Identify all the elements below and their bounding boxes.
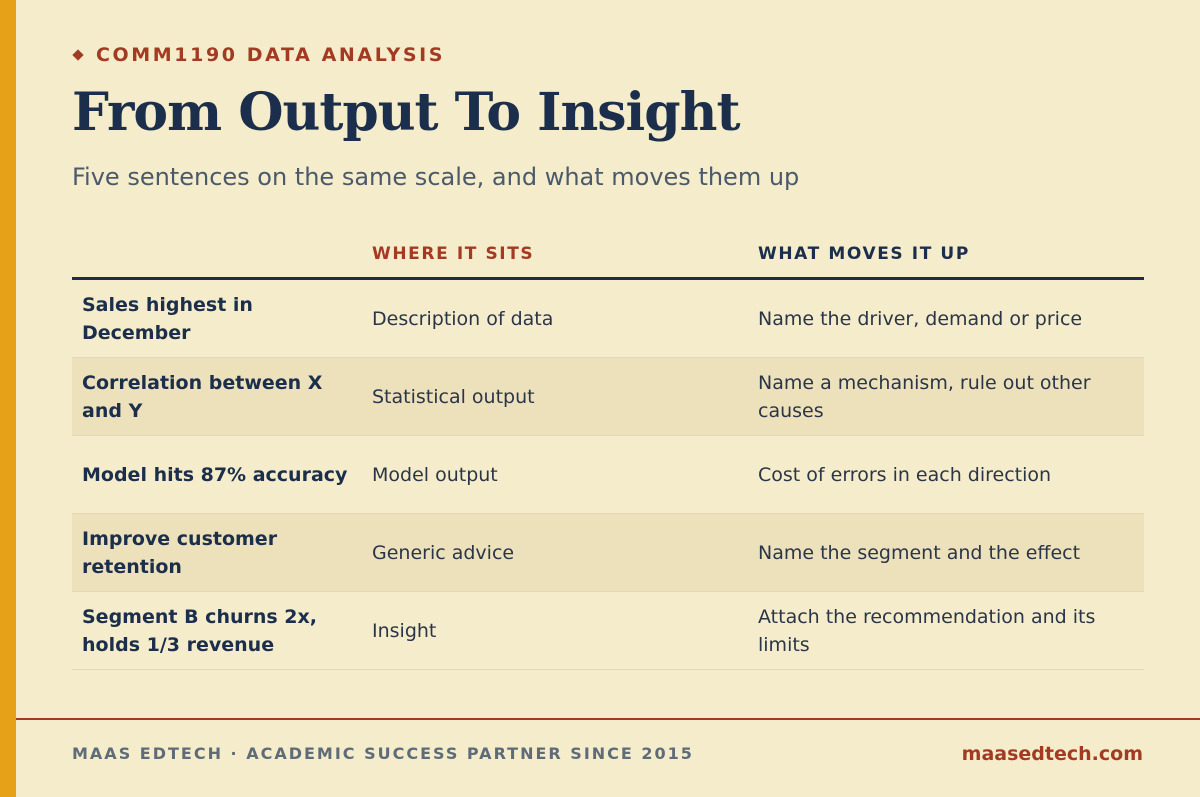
column-header-where: WHERE IT SITS (372, 243, 535, 264)
row-where: Generic advice (372, 541, 515, 564)
row-sentence: Model hits 87% accuracy (82, 463, 348, 486)
row-where: Statistical output (372, 385, 535, 408)
row-where: Description of data (372, 307, 554, 330)
footer-divider (16, 718, 1200, 720)
page-title: From Output To Insight (72, 82, 740, 143)
row-sentence: Sales highest in December (82, 293, 253, 344)
row-sentence: Segment B churns 2x, holds 1/3 revenue (82, 605, 318, 656)
table-row: Model hits 87% accuracy Model output Cos… (72, 436, 1144, 514)
table-row: Segment B churns 2x, holds 1/3 revenue I… (72, 592, 1144, 670)
footer-tagline: MAAS EDTECH · ACADEMIC SUCCESS PARTNER S… (72, 744, 694, 763)
row-moves: Name the segment and the effect (758, 541, 1081, 564)
row-moves: Name the driver, demand or price (758, 307, 1083, 330)
comparison-table: WHERE IT SITS WHAT MOVES IT UP Sales hig… (72, 228, 1144, 670)
diamond-icon (72, 49, 84, 61)
accent-bar (0, 0, 16, 797)
page-subtitle: Five sentences on the same scale, and wh… (72, 163, 800, 191)
table-row: Sales highest in December Description of… (72, 280, 1144, 358)
footer-website-link[interactable]: maasedtech.com (961, 743, 1143, 765)
row-where: Insight (372, 619, 437, 642)
column-header-moves: WHAT MOVES IT UP (758, 243, 970, 264)
row-where: Model output (372, 463, 498, 486)
eyebrow: COMM1190 DATA ANALYSIS (72, 44, 445, 66)
row-sentence: Improve customer retention (82, 527, 278, 578)
row-sentence: Correlation between X and Y (82, 371, 323, 422)
table-row: Correlation between X and Y Statistical … (72, 358, 1144, 436)
row-moves: Cost of errors in each direction (758, 463, 1052, 486)
eyebrow-label: COMM1190 DATA ANALYSIS (96, 44, 446, 66)
row-moves: Name a mechanism, rule out other causes (758, 371, 1091, 422)
table-row: Improve customer retention Generic advic… (72, 514, 1144, 592)
row-moves: Attach the recommendation and its limits (758, 605, 1096, 656)
column-header-sentence (72, 252, 372, 254)
table-header: WHERE IT SITS WHAT MOVES IT UP (72, 228, 1144, 280)
